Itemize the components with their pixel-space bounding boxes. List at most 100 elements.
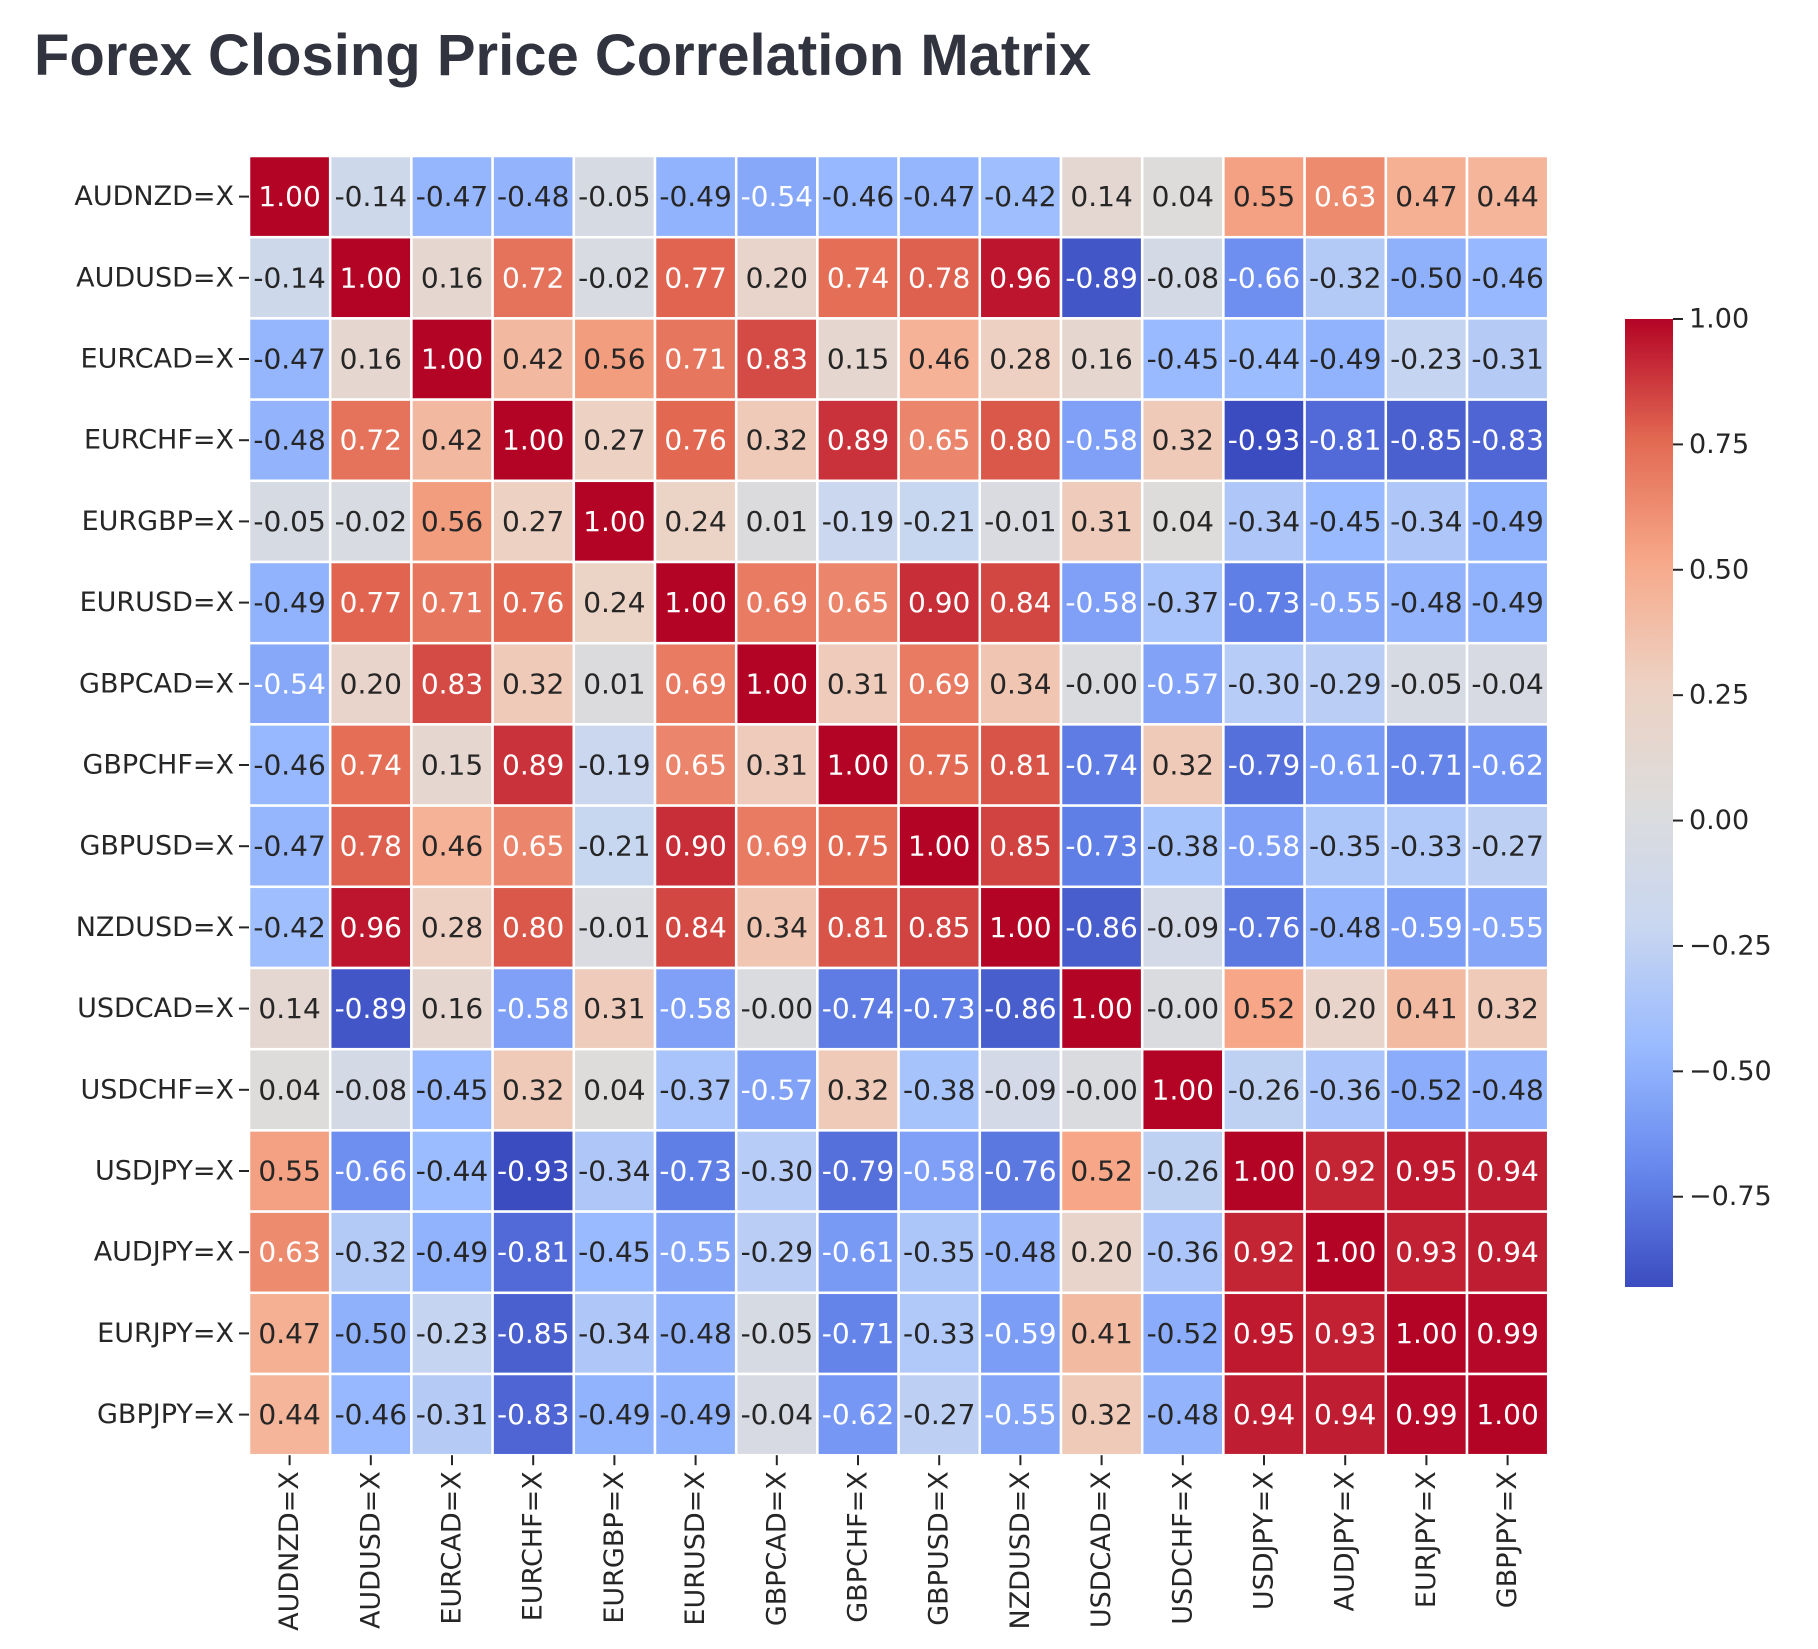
cell-value-label: -0.30 — [741, 1155, 813, 1188]
cell-value-label: -0.55 — [984, 1398, 1056, 1431]
cell-value-label: -0.49 — [416, 1236, 488, 1269]
heatmap-cell-USDJPY=X-GBPCHF=X — [816, 1129, 900, 1213]
cell-value-label: -0.58 — [1065, 424, 1137, 457]
heatmap-cell-GBPCAD=X-USDJPY=X — [1222, 641, 1306, 726]
cell-value-label: 1.00 — [989, 911, 1051, 944]
cell-value-label: 0.27 — [502, 505, 564, 538]
cell-value-label: -0.45 — [578, 1236, 650, 1269]
heatmap-cell-GBPCHF=X-AUDUSD=X — [328, 723, 413, 807]
cell-value-label: 1.00 — [421, 343, 483, 376]
heatmap-cell-USDJPY=X-NZDUSD=X — [978, 1129, 1063, 1213]
cell-value-label: -0.89 — [1065, 261, 1137, 294]
cell-value-label: -0.00 — [1065, 1073, 1137, 1106]
heatmap-cell-EURGBP=X-AUDJPY=X — [1303, 479, 1388, 564]
heatmap-cell-EURUSD=X-GBPJPY=X — [1465, 560, 1550, 645]
cell-value-label: -0.62 — [822, 1398, 894, 1431]
cell-value-label: 0.90 — [664, 830, 726, 863]
cell-value-label: 0.46 — [421, 830, 483, 863]
cell-value-label: 0.27 — [583, 424, 645, 457]
heatmap-cell-EURCHF=X-GBPCHF=X — [816, 398, 900, 483]
heatmap-cell-AUDJPY=X-GBPCHF=X — [816, 1210, 900, 1295]
cell-value-label: -0.49 — [1471, 586, 1543, 619]
cell-value-label: 0.85 — [908, 911, 970, 944]
heatmap-cell-AUDNZD=X-AUDUSD=X — [328, 154, 413, 239]
heatmap-cell-EURJPY=X-GBPUSD=X — [897, 1291, 982, 1376]
cell-value-label: 0.65 — [502, 830, 564, 863]
cell-value-label: -0.21 — [578, 830, 650, 863]
heatmap-cell-GBPJPY=X-USDCHF=X — [1140, 1372, 1225, 1457]
colorbar-tick-label: −0.25 — [1689, 930, 1772, 961]
cell-value-label: -0.46 — [822, 180, 894, 213]
heatmap-cell-USDJPY=X-USDCAD=X — [1059, 1129, 1144, 1213]
cell-value-label: 0.81 — [827, 911, 889, 944]
cell-value-label: 0.83 — [421, 667, 483, 700]
cell-value-label: -0.35 — [903, 1236, 975, 1269]
cell-value-label: 0.44 — [1476, 180, 1538, 213]
cell-value-label: 0.93 — [1314, 1317, 1376, 1350]
heatmap-cell-AUDNZD=X-NZDUSD=X — [978, 154, 1063, 239]
heatmap-cell-EURGBP=X-EURJPY=X — [1384, 479, 1469, 564]
heatmap-cell-GBPJPY=X-EURCAD=X — [410, 1372, 494, 1457]
heatmap-cell-EURUSD=X-USDCHF=X — [1140, 560, 1225, 645]
heatmap-cell-EURCHF=X-EURUSD=X — [653, 398, 738, 483]
cell-value-label: 0.74 — [827, 261, 889, 294]
heatmap-cell-NZDUSD=X-EURGBP=X — [572, 885, 657, 970]
cell-value-label: -0.37 — [1147, 586, 1219, 619]
cell-value-label: 0.32 — [1152, 424, 1214, 457]
cell-value-label: 0.15 — [421, 749, 483, 782]
cell-value-label: -0.08 — [335, 1073, 407, 1106]
cell-value-label: -0.37 — [659, 1073, 731, 1106]
cell-value-label: 0.65 — [908, 424, 970, 457]
cell-value-label: 0.47 — [1395, 180, 1457, 213]
y-tick-label: EURJPY=X — [97, 1318, 234, 1349]
cell-value-label: -0.48 — [253, 424, 325, 457]
heatmap-cell-GBPCHF=X-GBPJPY=X — [1465, 723, 1550, 807]
heatmap-cell-USDCAD=X-EURJPY=X — [1384, 966, 1469, 1051]
colorbar-gradient — [1625, 319, 1673, 1287]
cell-value-label: -0.33 — [903, 1317, 975, 1350]
cell-value-label: -0.47 — [253, 343, 325, 376]
cell-value-label: -0.05 — [253, 505, 325, 538]
x-tick-label: USDJPY=X — [1249, 1471, 1280, 1610]
cell-value-label: 0.14 — [258, 992, 320, 1025]
colorbar-tick-label: −0.75 — [1689, 1181, 1772, 1212]
cell-value-label: -0.58 — [1228, 830, 1300, 863]
cell-value-label: 0.31 — [1070, 505, 1132, 538]
heatmap-cell-AUDJPY=X-NZDUSD=X — [978, 1210, 1063, 1295]
heatmap-cell-AUDNZD=X-GBPUSD=X — [897, 154, 982, 239]
cell-value-label: -0.33 — [1390, 830, 1462, 863]
cell-value-label: 1.00 — [1314, 1236, 1376, 1269]
cell-value-label: -0.31 — [1471, 343, 1543, 376]
cell-value-label: -0.62 — [1471, 749, 1543, 782]
heatmap-cell-GBPUSD=X-GBPUSD=X — [897, 804, 982, 889]
cell-value-label: -0.46 — [335, 1398, 407, 1431]
cell-value-label: 0.90 — [908, 586, 970, 619]
heatmap-cell-AUDJPY=X-AUDNZD=X — [247, 1210, 332, 1295]
cell-value-label: 0.72 — [502, 261, 564, 294]
cell-value-label: -0.29 — [741, 1236, 813, 1269]
cell-value-label: -0.58 — [903, 1155, 975, 1188]
cell-value-label: 0.84 — [664, 911, 726, 944]
cell-value-label: -0.09 — [984, 1073, 1056, 1106]
cell-value-label: -0.45 — [1147, 343, 1219, 376]
cell-value-label: -0.89 — [335, 992, 407, 1025]
cell-value-label: -0.54 — [253, 667, 325, 700]
heatmap-cell-GBPJPY=X-GBPCHF=X — [816, 1372, 900, 1457]
cell-value-label: 0.99 — [1476, 1317, 1538, 1350]
y-tick-label: AUDJPY=X — [94, 1237, 234, 1268]
cell-value-label: 0.28 — [421, 911, 483, 944]
cell-value-label: -0.59 — [984, 1317, 1056, 1350]
cell-value-label: 0.16 — [1070, 343, 1132, 376]
heatmap-cell-USDCAD=X-EURUSD=X — [653, 966, 738, 1051]
x-tick-label: GBPCAD=X — [761, 1471, 792, 1626]
cell-value-label: 0.75 — [908, 749, 970, 782]
heatmap-cell-AUDUSD=X-GBPUSD=X — [897, 235, 982, 320]
cell-value-label: -0.05 — [1390, 667, 1462, 700]
cell-value-label: -0.74 — [1065, 749, 1137, 782]
heatmap-cell-GBPCAD=X-GBPCAD=X — [734, 641, 819, 726]
cell-value-label: -0.48 — [659, 1317, 731, 1350]
cell-value-label: 1.00 — [583, 505, 645, 538]
heatmap-cell-EURUSD=X-GBPUSD=X — [897, 560, 982, 645]
heatmap-cell-USDJPY=X-EURCAD=X — [410, 1129, 494, 1213]
